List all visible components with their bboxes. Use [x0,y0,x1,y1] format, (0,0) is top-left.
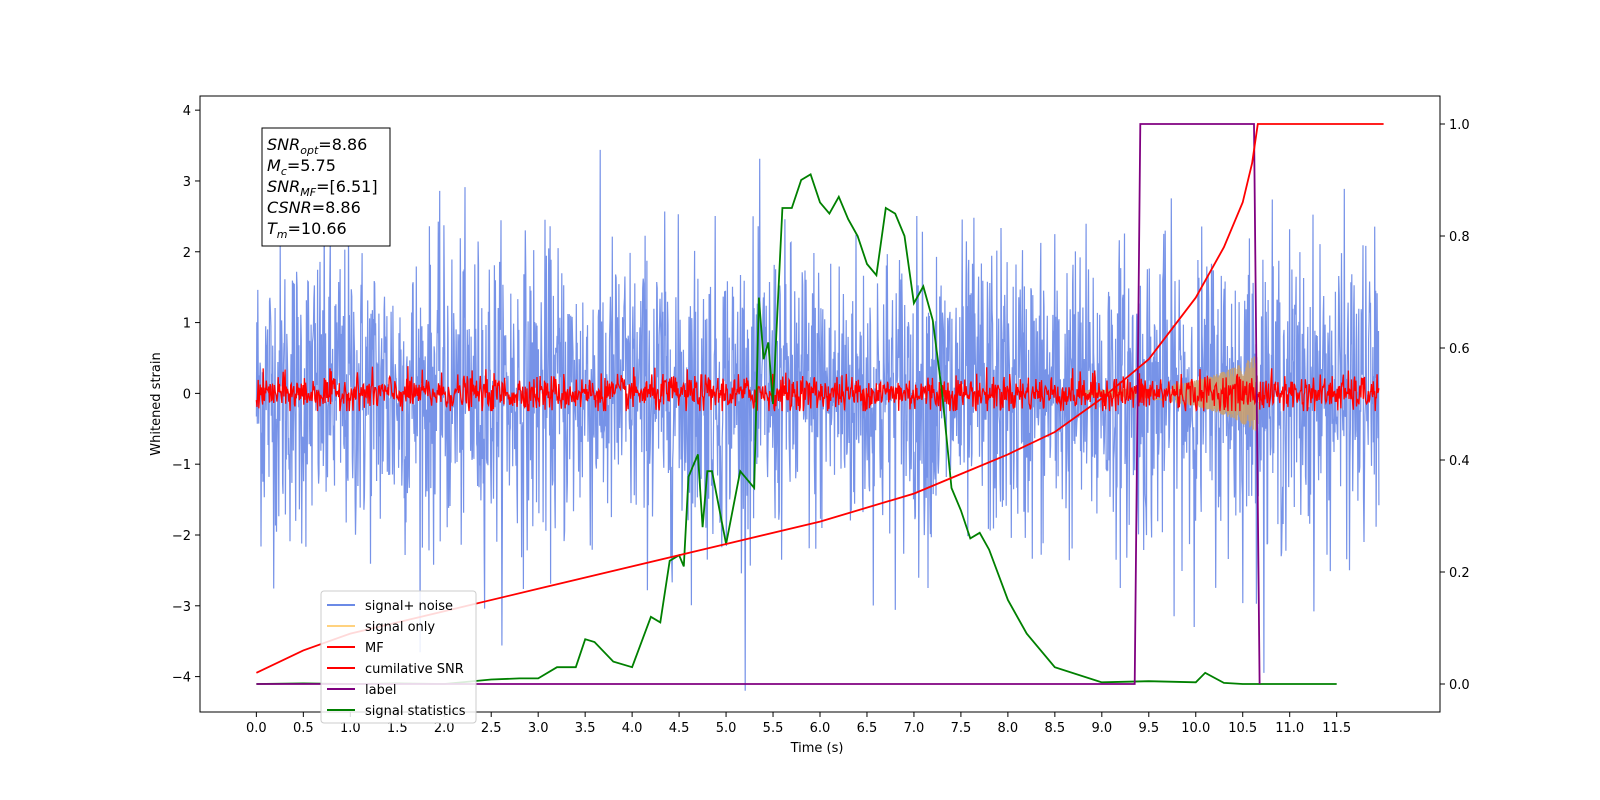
y-tick-label: 3 [183,175,191,190]
y-right-tick-label: 0.4 [1449,454,1470,469]
x-tick-label: 1.5 [387,721,408,736]
x-tick-label: 8.5 [1045,721,1066,736]
legend-item: MF [327,641,384,656]
y-right-tick-label: 0.6 [1449,342,1470,357]
info-line: SNRMF=[6.51] [267,177,378,199]
x-axis-label: Time (s) [790,741,844,756]
info-line: SNRopt=8.86 [267,135,367,157]
signal-noise-series [255,149,1380,691]
legend-item: signal only [327,620,435,635]
x-tick-label: 4.0 [622,721,643,736]
y-tick-label: 1 [183,317,191,332]
x-tick-label: 10.0 [1181,721,1210,736]
x-tick-label: 1.0 [340,721,361,736]
y-right-tick-label: 0.8 [1449,230,1470,245]
x-tick-label: 7.0 [904,721,925,736]
series-signal-statistics [256,173,1337,685]
info-line: CSNR=8.86 [267,198,361,217]
x-tick-label: 4.5 [669,721,690,736]
x-tick-label: 8.0 [998,721,1019,736]
legend-label: label [365,683,396,698]
y-tick-label: 4 [183,104,191,119]
legend-label: cumilative SNR [365,662,464,677]
legend-label: signal+ noise [365,599,453,614]
y-tick-label: 2 [183,246,191,261]
x-tick-label: 9.0 [1091,721,1112,736]
y-tick-label: −2 [172,529,191,544]
x-axis: 0.0 0.5 1.0 1.5 2.0 2.5 3.0 3.5 4.0 4.5 5.0 5.5 6.0 6… [246,712,1351,736]
x-tick-label: 2.0 [434,721,455,736]
y-right-tick-label: 1.0 [1449,118,1470,133]
x-tick-label: 0.0 [246,721,267,736]
mf-series [255,366,1380,412]
legend-label: signal only [365,620,435,635]
info-line: Mc=5.75 [267,156,336,178]
y-tick-label: −4 [172,671,191,686]
series-line [256,173,1337,685]
x-tick-label: 0.5 [293,721,314,736]
legend-label: signal statistics [365,704,466,719]
x-tick-label: 3.5 [575,721,596,736]
info-line: Tm=10.66 [267,219,347,241]
series-line [256,123,1261,685]
legend-label: MF [365,641,384,656]
x-tick-label: 11.5 [1322,721,1351,736]
x-tick-label: 6.0 [810,721,831,736]
x-tick-label: 10.5 [1228,721,1257,736]
y-tick-label: −1 [172,458,191,473]
series-label [256,123,1261,685]
info-box-frame [261,127,391,247]
legend-item: signal statistics [327,704,466,719]
x-tick-label: 9.5 [1138,721,1159,736]
x-tick-label: 6.5 [857,721,878,736]
x-tick-label: 11.0 [1275,721,1304,736]
y-tick-label: 0 [183,387,191,402]
x-tick-label: 2.5 [481,721,502,736]
legend-frame [320,590,477,724]
x-tick-label: 5.0 [716,721,737,736]
x-tick-label: 7.5 [951,721,972,736]
legend-item: signal+ noise [327,599,453,614]
y-tick-label: −3 [172,600,191,615]
y-axis-right: 0.0 0.2 0.4 0.6 0.8 1.0 [1440,118,1470,693]
x-tick-label: 5.5 [763,721,784,736]
y-right-tick-label: 0.0 [1449,678,1470,693]
legend-item: cumilative SNR [327,662,464,677]
x-tick-label: 3.0 [528,721,549,736]
y-axis-left: −4 −3 −2 −1 0 1 2 3 4 [172,104,200,686]
y-right-tick-label: 0.2 [1449,566,1470,581]
legend: signal+ noise signal only MF cumilative SNR… [320,590,477,724]
legend-item: label [327,683,396,698]
y-axis-label: Whitened strain [149,352,164,455]
